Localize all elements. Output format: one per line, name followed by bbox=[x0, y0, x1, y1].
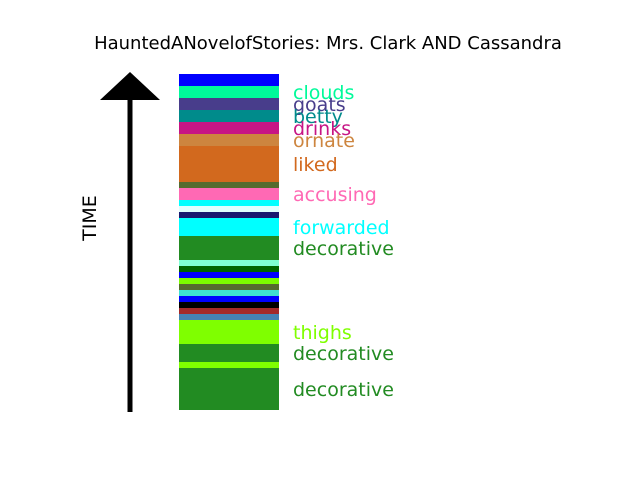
segment-label: drinks bbox=[293, 118, 351, 140]
timeline-segment bbox=[179, 302, 279, 308]
segment-label: decorative bbox=[293, 238, 394, 260]
timeline-segment bbox=[179, 188, 279, 200]
segment-label: ornate bbox=[293, 130, 355, 152]
timeline-segment bbox=[179, 368, 279, 410]
timeline-segment bbox=[179, 308, 279, 314]
timeline-segment bbox=[179, 122, 279, 134]
segment-label: thighs bbox=[293, 322, 352, 344]
timeline-segment bbox=[179, 74, 279, 86]
time-axis-arrowhead bbox=[100, 72, 160, 100]
segment-label: decorative bbox=[293, 343, 394, 365]
segment-label: decorative bbox=[293, 379, 394, 401]
timeline-segment bbox=[179, 212, 279, 218]
segment-label: liked bbox=[293, 154, 338, 176]
timeline-segment bbox=[179, 134, 279, 146]
timeline-segment bbox=[179, 278, 279, 284]
timeline-segment bbox=[179, 284, 279, 290]
segment-label: clouds bbox=[293, 82, 354, 104]
segment-label: forwarded bbox=[293, 217, 390, 239]
time-axis-arrow bbox=[100, 72, 160, 412]
timeline-segment bbox=[179, 320, 279, 344]
segment-label: accusing bbox=[293, 184, 377, 206]
chart-title: HauntedANovelofStories: Mrs. Clark AND C… bbox=[94, 33, 562, 54]
timeline-segment bbox=[179, 272, 279, 278]
timeline-segment bbox=[179, 206, 279, 212]
timeline-segment bbox=[179, 260, 279, 266]
timeline-segment bbox=[179, 296, 279, 302]
timeline-segment bbox=[179, 218, 279, 236]
timeline-segment bbox=[179, 146, 279, 182]
timeline-segment bbox=[179, 98, 279, 110]
timeline-segment bbox=[179, 266, 279, 272]
timeline-segments bbox=[179, 74, 279, 410]
timeline-segment bbox=[179, 200, 279, 206]
timeline-segment bbox=[179, 290, 279, 296]
segment-label: goats bbox=[293, 94, 346, 116]
timeline-segment bbox=[179, 344, 279, 362]
timeline-segment bbox=[179, 314, 279, 320]
segment-label: betty bbox=[293, 106, 343, 128]
timeline-segment bbox=[179, 86, 279, 98]
y-axis-label: TIME bbox=[79, 195, 101, 242]
timeline-segment bbox=[179, 362, 279, 368]
timeline-segment bbox=[179, 182, 279, 188]
timeline-segment bbox=[179, 236, 279, 260]
timeline-segment bbox=[179, 110, 279, 122]
